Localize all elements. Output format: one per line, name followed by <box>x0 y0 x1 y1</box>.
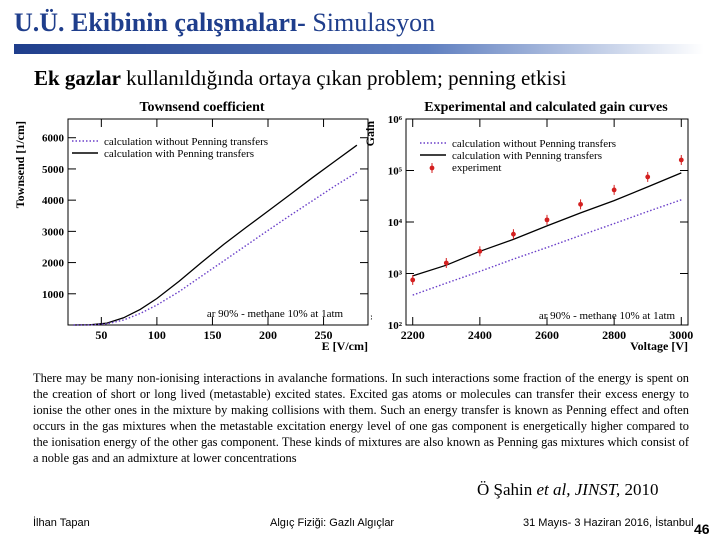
experiment-point <box>578 201 583 207</box>
experiment-point <box>544 217 550 223</box>
y-tick-label: 10³ <box>388 269 403 281</box>
x-tick-label: 3000 <box>669 328 693 342</box>
y-axis-label: Gain <box>363 121 377 147</box>
y-tick-label: 4000 <box>42 195 65 207</box>
y-tick-label: 6000 <box>42 133 65 145</box>
slide-title: U.Ü. Ekibinin çalışmaları- Simulasyon <box>14 8 435 38</box>
x-tick-label: 150 <box>203 328 221 342</box>
x-tick-label: 200 <box>259 328 277 342</box>
x-multiplier-label: ×10³ <box>370 313 372 324</box>
legend-label: calculation with Penning transfers <box>452 150 602 162</box>
x-tick-label: 100 <box>148 328 166 342</box>
slide-subtitle: Ek gazlar kullanıldığında ortaya çıkan p… <box>34 66 567 91</box>
slide-title-main: U.Ü. Ekibinin çalışmaları- <box>14 8 306 37</box>
experiment-point <box>645 174 651 180</box>
y-tick-label: 10² <box>388 320 403 332</box>
footer-date: 31 Mayıs- 3 Haziran 2016, İstanbul <box>523 517 694 529</box>
title-underline-bar <box>14 44 704 54</box>
footer-course: Algıç Fiziği: Gazlı Algıçlar <box>270 517 395 529</box>
y-tick-label: 2000 <box>42 258 65 270</box>
experiment-point <box>477 248 483 254</box>
x-tick-label: 2800 <box>602 328 626 342</box>
x-tick-label: 2400 <box>468 328 492 342</box>
experiment-point <box>611 187 617 193</box>
experiment-point <box>410 277 416 283</box>
legend-label: calculation without Penning transfers <box>452 138 616 150</box>
x-tick-label: 2200 <box>401 328 425 342</box>
chart-title: Experimental and calculated gain curves <box>424 100 668 115</box>
x-tick-label: 2600 <box>535 328 559 342</box>
series-line-with-penning <box>73 144 358 326</box>
body-caption: There may be many non-ionising interacti… <box>33 371 689 465</box>
series-line-without-penning <box>73 171 358 326</box>
footer-author: İlhan Tapan <box>33 517 90 529</box>
citation-etal: et al, JINST, <box>536 480 621 499</box>
series-line-with-penning <box>412 172 682 277</box>
gain-curves-chart: Experimental and calculated gain curves 2… <box>363 100 693 353</box>
subtitle-prefix: Ek gazlar <box>34 66 121 90</box>
legend-label: calculation with Penning transfers <box>104 148 254 160</box>
y-tick-label: 10⁶ <box>388 114 403 126</box>
citation-author: Ö Şahin <box>477 480 533 499</box>
y-axis-label: Townsend [1/cm] <box>13 121 27 208</box>
experiment-point <box>678 157 684 163</box>
plot-frame <box>67 118 369 326</box>
page-number: 46 <box>694 521 710 537</box>
y-tick-label: 10⁵ <box>388 166 403 178</box>
chart-title: Townsend coefficient <box>139 100 264 115</box>
x-axis-label: E [V/cm] <box>322 339 368 353</box>
legend-label: experiment <box>452 162 501 174</box>
y-tick-label: 10⁴ <box>388 217 403 229</box>
x-axis-label: Voltage [V] <box>630 339 688 353</box>
x-tick-label: 50 <box>95 328 107 342</box>
y-tick-label: 5000 <box>42 164 65 176</box>
y-tick-label: 1000 <box>42 289 65 301</box>
experiment-point <box>511 231 516 237</box>
experiment-point <box>443 260 449 266</box>
chart-annotation: ar 90% - methane 10% at 1atm <box>539 310 676 322</box>
legend-label: calculation without Penning transfers <box>104 136 268 148</box>
slide-title-rest: Simulasyon <box>305 8 436 37</box>
x-tick-label: 250 <box>315 328 333 342</box>
chart-annotation: ar 90% - methane 10% at 1atm <box>207 308 344 320</box>
legend-key-experiment <box>429 165 435 171</box>
citation: Ö Şahin et al, JINST, 2010 <box>477 480 658 500</box>
y-tick-label: 3000 <box>42 226 65 238</box>
citation-year: 2010 <box>620 480 659 499</box>
subtitle-rest: kullanıldığında ortaya çıkan problem; pe… <box>120 66 567 90</box>
townsend-coefficient-chart: Townsend coefficient 50 100 150 200 250 1000 20… <box>13 100 372 353</box>
